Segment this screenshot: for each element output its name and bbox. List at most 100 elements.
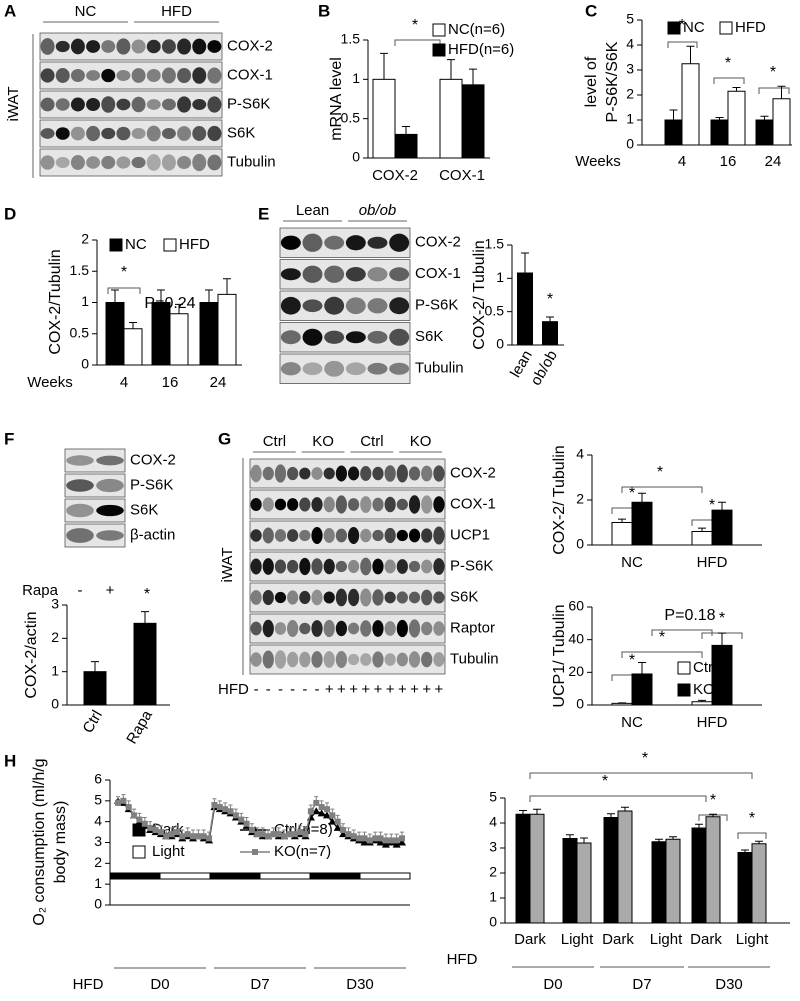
line-marker: [254, 831, 261, 838]
blot-band: [433, 526, 445, 545]
blot-band: [311, 497, 323, 512]
blot-band: [345, 297, 366, 315]
blot-group-label: HFD: [161, 3, 192, 20]
blot-band: [335, 495, 348, 514]
error-bar: [469, 68, 477, 85]
y-tick-label: 3: [489, 839, 497, 855]
y-tick-label: 3: [626, 61, 634, 77]
blot-band: [433, 496, 445, 513]
blot-band: [345, 331, 366, 344]
blot-band: [146, 154, 161, 171]
blot-band: [250, 652, 262, 667]
line-marker: [381, 840, 390, 848]
line-marker: [398, 838, 406, 846]
y-axis-label: COX-2/ Tubulin: [471, 240, 488, 349]
lane-sign: +: [435, 681, 444, 698]
blot-band: [323, 528, 335, 543]
blot-band: [433, 652, 445, 667]
line-marker: [243, 820, 250, 827]
blot-band: [299, 467, 311, 480]
bar: [133, 622, 157, 706]
legend-swatch: [109, 238, 123, 252]
panel-letter: B: [318, 1, 330, 20]
blot-band: [287, 466, 299, 481]
blot-band: [372, 558, 384, 575]
y-tick-label: 2: [489, 864, 497, 880]
lane-sign: +: [386, 681, 395, 698]
blot-band: [101, 68, 116, 83]
line-marker: [382, 837, 389, 844]
error-bar: [223, 278, 231, 295]
line-marker: [152, 827, 159, 833]
blot-band: [335, 465, 348, 482]
x-tick-label: 16: [162, 374, 179, 391]
blot-side-label: iWAT: [5, 87, 22, 122]
bar: [562, 838, 578, 924]
lane-sign: +: [325, 681, 334, 698]
y-tick-label: 1: [489, 889, 497, 905]
significance-bracket: [107, 287, 141, 294]
blot-band: [262, 466, 274, 481]
line-marker: [238, 816, 245, 823]
legend-swatch: [432, 23, 446, 37]
blot-band: [384, 465, 396, 482]
y-tick-label: 1.5: [485, 236, 505, 252]
blot-band: [55, 98, 70, 111]
blot-band: [360, 620, 372, 637]
bar: [681, 63, 700, 146]
annotation: *: [602, 773, 608, 790]
error-bar: [521, 252, 529, 273]
y-tick-label: 1: [51, 662, 59, 678]
error-bar: [698, 527, 706, 532]
blot-band: [131, 96, 146, 113]
blot-row-label: UCP1: [450, 526, 490, 543]
error-bar: [718, 501, 726, 511]
x-tick-label: HFD: [697, 714, 728, 731]
annotation: *: [749, 810, 755, 827]
blot-band: [161, 127, 176, 140]
y-axis-label: level of: [583, 56, 600, 107]
blot-row-label: COX-2: [227, 37, 273, 54]
blot-band: [86, 125, 101, 142]
x-tick-label: NC: [621, 714, 643, 731]
blot-row-label: Tubulin: [450, 650, 499, 667]
blot-band: [433, 465, 445, 482]
legend-label: KO(n=7): [274, 843, 331, 860]
x-tick-label: Rapa: [123, 707, 156, 747]
y-tick-label: 0: [576, 536, 584, 552]
error-bar: [618, 518, 626, 523]
blot-band: [408, 495, 421, 514]
blot-band: [367, 330, 388, 344]
group-label: D30: [715, 976, 743, 993]
significance-bracket: [394, 39, 441, 46]
bar: [772, 98, 791, 146]
y-axis-label: COX-2/actin: [23, 611, 40, 698]
blot-band: [335, 528, 348, 543]
line-marker: [141, 820, 148, 827]
x-tick-label: Light: [736, 931, 769, 948]
line-marker: [399, 835, 405, 842]
blot-band: [262, 589, 274, 606]
blot-band: [70, 126, 85, 141]
blot-band: [274, 529, 287, 542]
blot-band: [146, 99, 161, 110]
blot-band: [192, 153, 207, 172]
blot-band: [287, 498, 299, 511]
blot-band: [360, 466, 372, 481]
annotation: *: [657, 464, 663, 481]
line-marker: [195, 833, 202, 840]
blot-frame: [279, 290, 411, 321]
blot-band: [323, 591, 335, 604]
line-marker: [388, 837, 395, 844]
line-marker: [360, 838, 369, 846]
blot-group-label: KO: [410, 433, 432, 450]
blot-row-label: S6K: [450, 588, 478, 605]
bar: [611, 702, 633, 706]
x-tick-label: 16: [720, 153, 737, 170]
panel-letter: G: [218, 429, 231, 448]
blot-row-label: β-actin: [130, 526, 175, 543]
line-marker: [376, 838, 385, 846]
blot-band: [116, 126, 131, 141]
line-marker: [131, 812, 138, 819]
error-bar: [607, 813, 615, 818]
